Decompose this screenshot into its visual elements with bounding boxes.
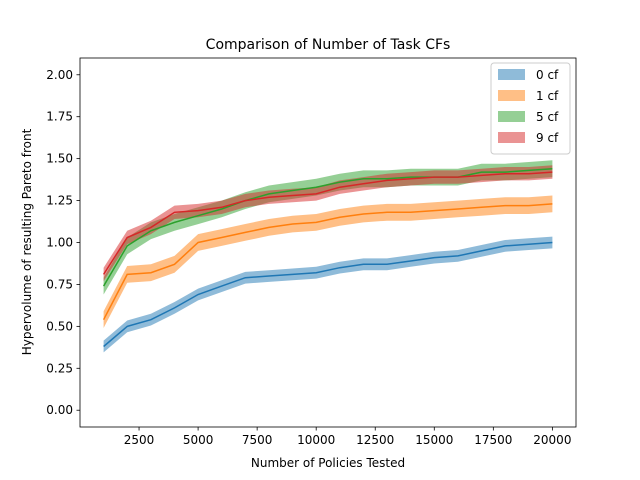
x-axis-ticks: 2500 5000 7500 10000 12500 15000 17500 20000 bbox=[124, 427, 571, 447]
legend-label-0-cf: 0 cf bbox=[536, 68, 559, 82]
x-tick-label: 10000 bbox=[297, 433, 335, 447]
legend-label-9-cf: 9 cf bbox=[536, 131, 559, 145]
x-tick-label: 12500 bbox=[356, 433, 394, 447]
y-tick-label: 0.00 bbox=[46, 403, 73, 417]
y-tick-label: 2.00 bbox=[46, 68, 73, 82]
y-tick-label: 1.50 bbox=[46, 152, 73, 166]
legend-swatch-0-cf bbox=[498, 69, 525, 80]
legend: 0 cf 1 cf 5 cf 9 cf bbox=[490, 62, 571, 155]
x-axis-label: Number of Policies Tested bbox=[251, 456, 405, 470]
chart-title: Comparison of Number of Task CFs bbox=[206, 37, 451, 53]
y-tick-label: 1.25 bbox=[46, 194, 73, 208]
legend-label-5-cf: 5 cf bbox=[536, 110, 559, 124]
line-0-cf bbox=[103, 241, 553, 348]
x-tick-label: 7500 bbox=[242, 433, 273, 447]
band-0-cf bbox=[103, 236, 553, 353]
y-tick-label: 0.50 bbox=[46, 319, 73, 333]
legend-box bbox=[490, 62, 571, 155]
y-axis-label: Hypervolume of resulting Pareto front bbox=[20, 128, 34, 355]
line-1-cf bbox=[102, 203, 553, 321]
x-tick-label: 15000 bbox=[415, 433, 453, 447]
x-tick-label: 17500 bbox=[474, 433, 512, 447]
y-tick-label: 0.25 bbox=[46, 361, 73, 375]
y-tick-label: 1.75 bbox=[46, 110, 73, 124]
x-tick-label: 2500 bbox=[124, 433, 155, 447]
band-9-cf bbox=[103, 165, 553, 282]
x-tick-label: 5000 bbox=[183, 433, 214, 447]
x-tick-label: 20000 bbox=[533, 433, 571, 447]
band-1-cf bbox=[103, 195, 553, 328]
legend-swatch-9-cf bbox=[498, 132, 525, 143]
series-lines bbox=[102, 167, 553, 348]
y-axis-ticks: 0.00 0.25 0.50 0.75 1.00 1.25 1.50 1.75 2.00 bbox=[46, 68, 80, 417]
y-tick-label: 0.75 bbox=[46, 277, 73, 291]
legend-swatch-5-cf bbox=[498, 111, 525, 122]
legend-swatch-1-cf bbox=[498, 90, 525, 101]
y-tick-label: 1.00 bbox=[46, 236, 73, 250]
line-9-cf bbox=[102, 171, 553, 275]
line-5-cf bbox=[102, 167, 553, 287]
legend-label-1-cf: 1 cf bbox=[536, 89, 559, 103]
